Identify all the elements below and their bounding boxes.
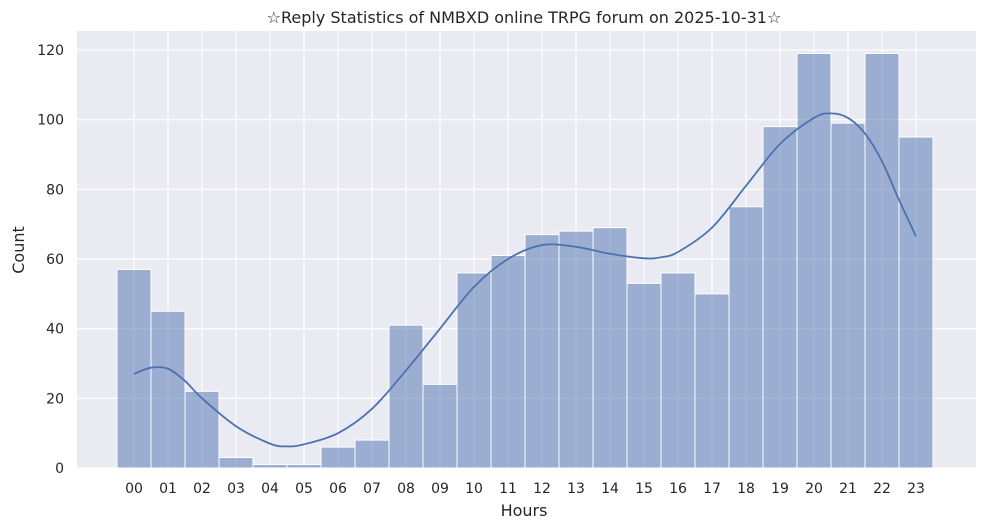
x-tick-label: 05 bbox=[295, 481, 313, 497]
x-tick-label: 07 bbox=[363, 481, 381, 497]
y-tick-label: 20 bbox=[46, 391, 64, 407]
bar-hour-11 bbox=[490, 255, 526, 469]
x-tick-label: 12 bbox=[533, 481, 551, 497]
bar-hour-01 bbox=[150, 310, 186, 469]
bar-hour-08 bbox=[388, 324, 424, 469]
bar-hour-23 bbox=[898, 136, 934, 469]
bar-hour-15 bbox=[626, 282, 662, 469]
bar-hour-13 bbox=[558, 230, 594, 469]
x-tick-label: 01 bbox=[159, 481, 177, 497]
x-tick-label: 17 bbox=[703, 481, 721, 497]
bar-hour-14 bbox=[592, 227, 628, 469]
x-tick-label: 04 bbox=[261, 481, 279, 497]
y-tick-label: 100 bbox=[37, 113, 64, 129]
bar-hour-22 bbox=[864, 52, 900, 469]
x-tick-label: 21 bbox=[839, 481, 857, 497]
x-tick-label: 13 bbox=[567, 481, 585, 497]
x-tick-label: 08 bbox=[397, 481, 415, 497]
bar-hour-10 bbox=[456, 272, 492, 469]
x-tick-label: 14 bbox=[601, 481, 619, 497]
x-tick-labels: 00 01 02 03 04 05 06 07 08 09 10 11 12 13 14 15 16 17 18 19… bbox=[125, 481, 925, 497]
x-tick-label: 00 bbox=[125, 481, 143, 497]
bars bbox=[116, 52, 934, 469]
bar-hour-16 bbox=[660, 272, 696, 469]
x-tick-label: 09 bbox=[431, 481, 449, 497]
chart-title: ☆Reply Statistics of NMBXD online TRPG f… bbox=[267, 8, 782, 27]
x-tick-label: 10 bbox=[465, 481, 483, 497]
y-tick-label: 120 bbox=[37, 43, 64, 59]
bar-hour-12 bbox=[524, 234, 560, 469]
bar-hour-20 bbox=[796, 52, 832, 469]
x-tick-label: 18 bbox=[737, 481, 755, 497]
x-tick-label: 22 bbox=[873, 481, 891, 497]
x-tick-label: 11 bbox=[499, 481, 517, 497]
bar-hour-17 bbox=[694, 293, 730, 469]
bar-hour-04 bbox=[252, 464, 288, 469]
y-tick-label: 40 bbox=[46, 322, 64, 338]
bar-hour-18 bbox=[728, 206, 764, 469]
kde-curve bbox=[133, 112, 917, 448]
x-tick-label: 06 bbox=[329, 481, 347, 497]
bar-hour-06 bbox=[320, 446, 356, 469]
bar-hour-05 bbox=[286, 464, 322, 469]
y-axis-label: Count bbox=[9, 226, 28, 274]
y-tick-label: 60 bbox=[46, 252, 64, 268]
x-tick-label: 20 bbox=[805, 481, 823, 497]
bar-hour-09 bbox=[422, 383, 458, 469]
x-tick-label: 03 bbox=[227, 481, 245, 497]
x-tick-label: 19 bbox=[771, 481, 789, 497]
x-axis-label: Hours bbox=[501, 501, 548, 520]
x-tick-label: 15 bbox=[635, 481, 653, 497]
y-tick-label: 0 bbox=[55, 461, 64, 477]
x-tick-label: 02 bbox=[193, 481, 211, 497]
x-tick-label: 23 bbox=[907, 481, 925, 497]
bar-hour-21 bbox=[830, 122, 866, 469]
bar-hour-03 bbox=[218, 457, 254, 469]
y-tick-label: 80 bbox=[46, 182, 64, 198]
bar-hour-19 bbox=[762, 126, 798, 469]
x-tick-label: 16 bbox=[669, 481, 687, 497]
y-tick-labels: 0 20 40 60 80 100 120 bbox=[37, 43, 64, 477]
bar-hour-07 bbox=[354, 439, 390, 469]
bar-hour-02 bbox=[184, 390, 220, 469]
